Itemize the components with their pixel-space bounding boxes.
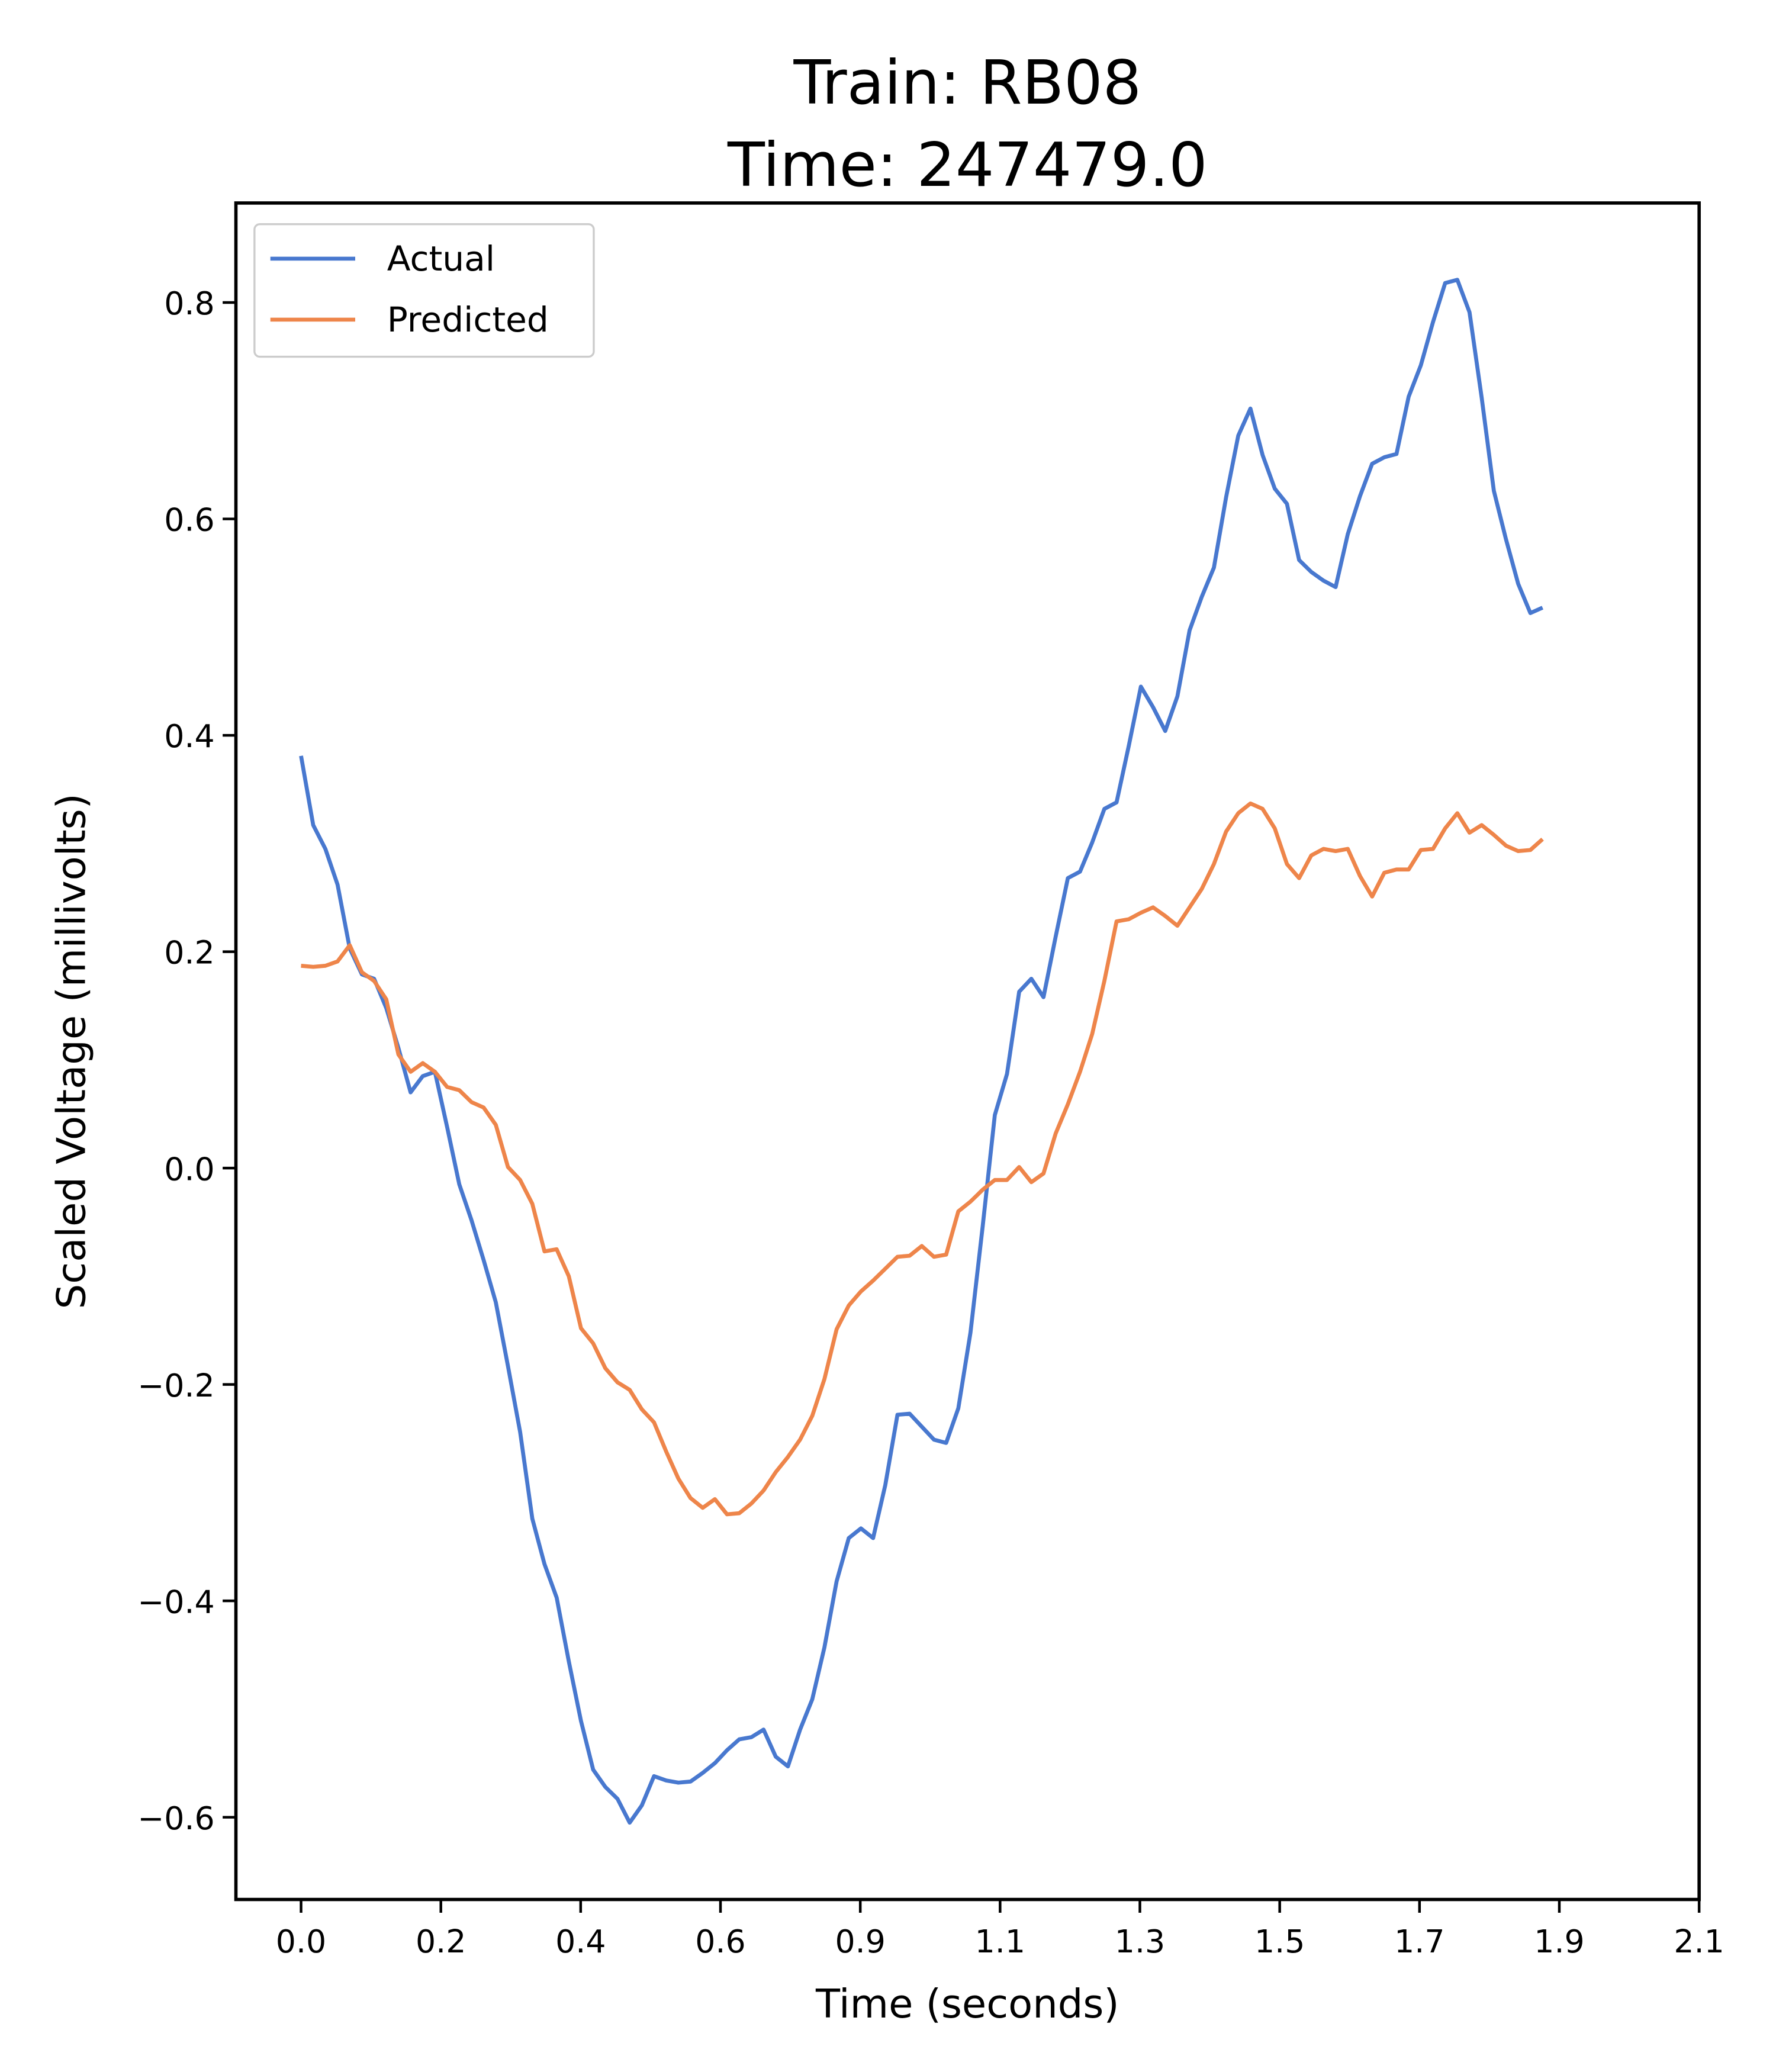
plot-frame: [234, 201, 1701, 1902]
x-tick-label: 1.1: [975, 1923, 1025, 1960]
y-tick-label: 0.2: [164, 934, 214, 971]
x-tick-label: 1.3: [1115, 1923, 1165, 1960]
y-tick-label: −0.6: [137, 1800, 214, 1837]
x-tick-label: 0.2: [416, 1923, 466, 1960]
y-tick-label: −0.2: [137, 1367, 214, 1404]
y-tick-label: 0.0: [164, 1150, 214, 1188]
x-tick-label: 0.0: [276, 1923, 326, 1960]
x-tick-label: 0.6: [695, 1923, 745, 1960]
line-series: [299, 278, 1544, 1825]
y-tick-label: 0.8: [164, 285, 214, 322]
x-tick-label: 0.9: [835, 1923, 885, 1960]
y-axis-label: Scaled Voltage (millivolts): [48, 793, 94, 1309]
x-tick-label: 1.5: [1254, 1923, 1305, 1960]
x-tick-label: 1.7: [1394, 1923, 1444, 1960]
legend-label: Actual: [387, 239, 495, 279]
chart-title: Time: 247479.0: [727, 130, 1208, 201]
x-tick-label: 0.4: [555, 1923, 606, 1960]
x-tick-label: 2.1: [1674, 1923, 1724, 1960]
y-tick-label: −0.4: [137, 1583, 214, 1620]
x-tick-label: 1.9: [1534, 1923, 1584, 1960]
y-tick-label: 0.4: [164, 718, 214, 755]
y-tick-label: 0.6: [164, 501, 214, 539]
x-axis-label: Time (seconds): [815, 1981, 1119, 2027]
line-series: [301, 801, 1544, 1517]
chart-title: Train: RB08: [793, 47, 1141, 118]
legend-label: Predicted: [387, 300, 549, 340]
